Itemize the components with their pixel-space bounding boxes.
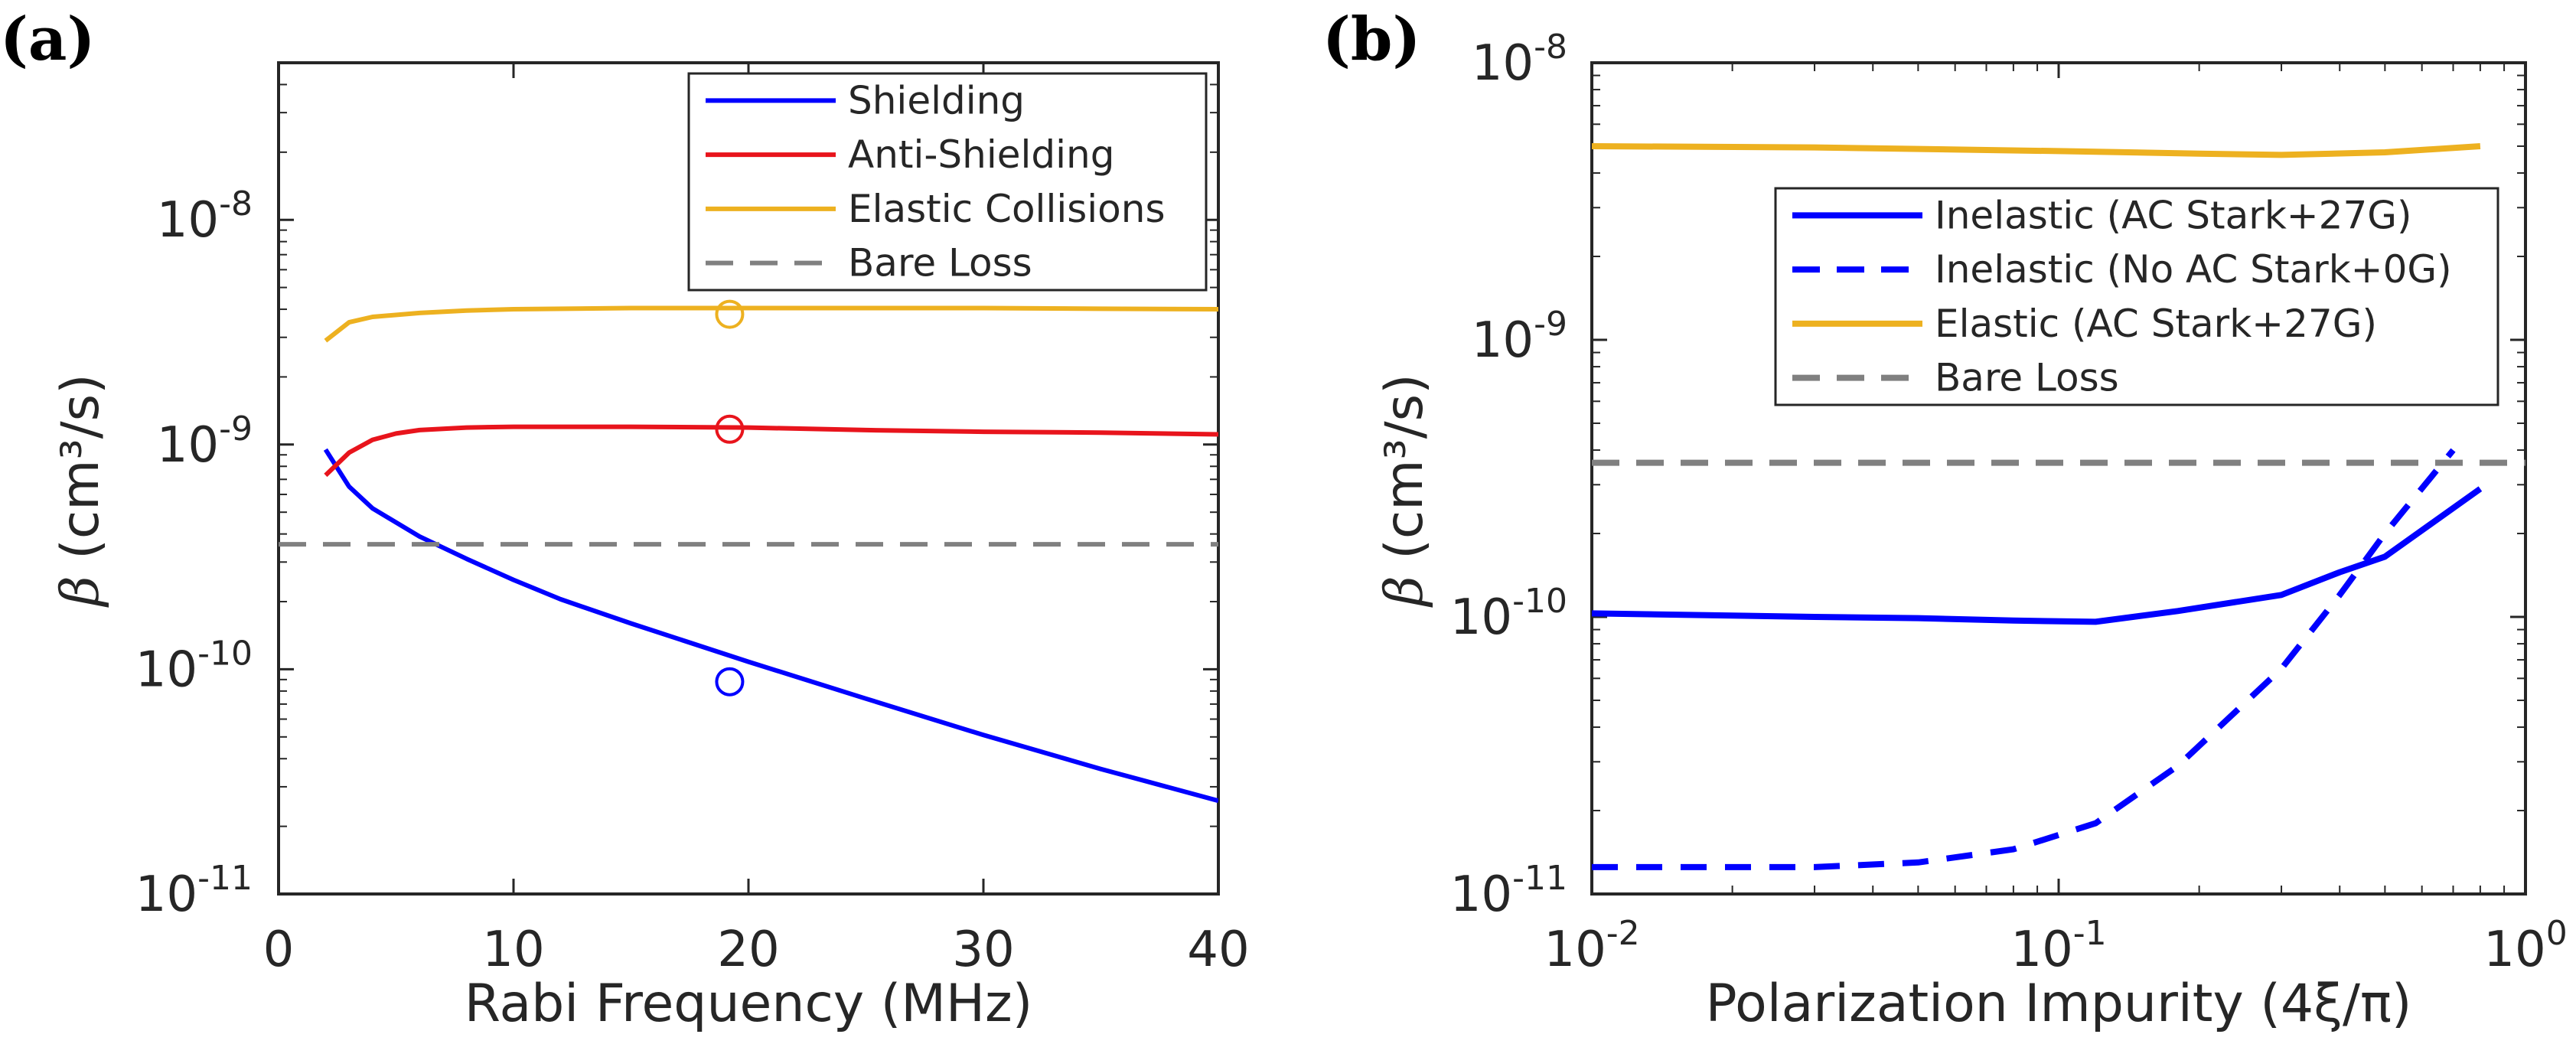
x-tick-label: 10-2 <box>1544 914 1639 978</box>
y-tick-label: 10-11 <box>135 859 253 923</box>
y-tick-label: 10-10 <box>135 634 253 698</box>
chart-panel-b: 10-2 10-1 100 10-11 10-10 10-9 10-8 Polarizatio… <box>1374 28 2568 1034</box>
x-tick-label: 0 <box>263 922 295 978</box>
x-tick-label: 10 <box>482 922 544 978</box>
legend-label: Inelastic (No AC Stark+0G) <box>1935 247 2452 292</box>
series-line-inelastic-ac-stark-27g- <box>1592 486 2483 625</box>
y-tick-label: 10-10 <box>1450 582 1567 646</box>
series-line-inelastic-no-ac-stark-0g- <box>1592 448 2456 870</box>
x-axis-label: Rabi Frequency (MHz) <box>465 974 1033 1034</box>
legend-label: Elastic Collisions <box>848 187 1166 231</box>
y-axis-label: β (cm³/s) <box>51 374 111 608</box>
plot-area <box>1592 143 2525 870</box>
data-point-anti-shielding <box>715 414 745 444</box>
y-tick-label: 10-8 <box>157 184 253 249</box>
legend-box <box>687 72 1208 292</box>
series-line-elastic-collisions <box>324 305 1218 343</box>
y-tick-label: 10-8 <box>1472 28 1567 92</box>
y-tick-label: 10-9 <box>157 409 253 474</box>
legend-box <box>1774 187 2499 406</box>
y-tick-label: 10-11 <box>1450 859 1567 923</box>
legend-label: Elastic (AC Stark+27G) <box>1935 302 2377 346</box>
chart-panel-a: 0 10 20 30 40 10-11 10-10 10-9 10-8 Rabi Frequenc… <box>51 61 1250 1034</box>
y-tick-label: 10-9 <box>1472 305 1567 369</box>
x-tick-label: 100 <box>2483 914 2567 978</box>
legend-label: Shielding <box>848 78 1025 122</box>
x-axis-label: Polarization Impurity (4ξ/π) <box>1706 974 2412 1034</box>
y-axis-label: β (cm³/s) <box>1374 374 1435 608</box>
panel-label-a: (a) <box>0 5 95 74</box>
x-tick-label: 10-1 <box>2010 914 2106 978</box>
x-tick-label: 40 <box>1187 922 1249 978</box>
legend-label: Bare Loss <box>848 241 1032 285</box>
plot-area <box>279 305 1218 804</box>
series-line-shielding <box>323 448 1218 804</box>
legend-label: Inelastic (AC Stark+27G) <box>1935 193 2412 237</box>
legend-label: Bare Loss <box>1935 356 2119 400</box>
x-tick-label: 30 <box>952 922 1014 978</box>
series-line-anti-shielding <box>324 424 1218 478</box>
legend-label: Anti-Shielding <box>848 132 1114 177</box>
series-line-elastic-ac-stark-27g- <box>1592 143 2481 158</box>
data-point-shielding <box>715 667 745 697</box>
x-tick-label: 20 <box>717 922 779 978</box>
panel-label-b: (b) <box>1322 5 1420 74</box>
data-point-elastic-collisions <box>715 299 745 329</box>
